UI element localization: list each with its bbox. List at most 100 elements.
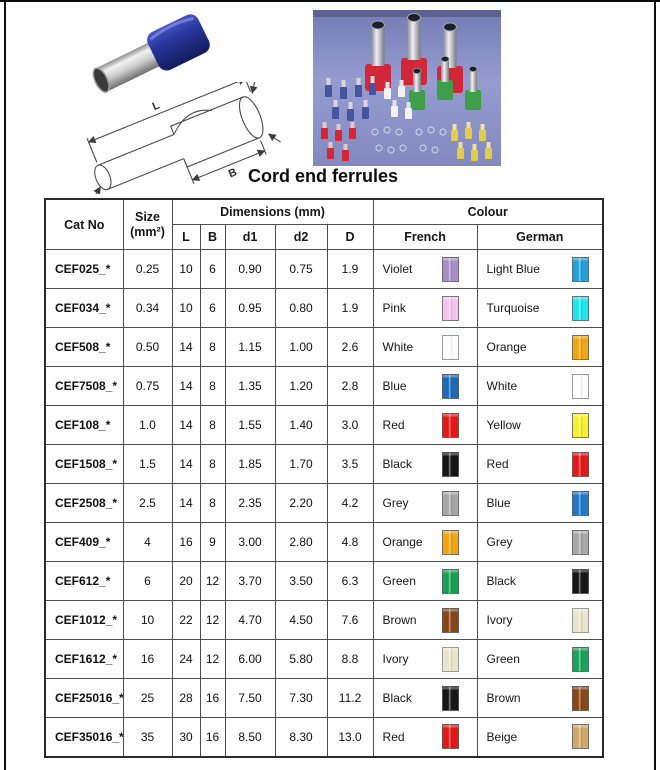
colour-swatch xyxy=(572,295,590,321)
cell-dim-d1: 0.90 xyxy=(224,249,276,289)
cell-dim-l: 22 xyxy=(171,600,201,640)
colour-label: Brown xyxy=(382,613,417,627)
cell-colour-german: Yellow xyxy=(476,405,604,445)
cell-dim-d: 11.2 xyxy=(326,678,374,718)
table-body: CEF025_* 0.25 10 6 0.90 0.75 1.9 Violet Light Bl… xyxy=(44,249,604,757)
cell-dim-b: 12 xyxy=(199,639,226,679)
cell-dim-b: 6 xyxy=(199,288,226,328)
ferrule-dimension-drawing: L D B d2 d1 xyxy=(86,82,281,194)
cell-dim-b: 12 xyxy=(199,600,226,640)
cell-dim-l: 14 xyxy=(171,483,201,523)
cell-colour-french: Orange xyxy=(372,522,478,562)
table-row: CEF1508_* 1.5 14 8 1.85 1.70 3.5 Black Red xyxy=(44,444,604,484)
cell-dim-b: 8 xyxy=(199,444,226,484)
colour-label: Green xyxy=(486,652,520,666)
cell-colour-german: Light Blue xyxy=(476,249,604,289)
cell-colour-german: Blue xyxy=(476,483,604,523)
colour-swatch xyxy=(441,607,459,633)
cell-colour-german: Grey xyxy=(476,522,604,562)
blue-ferrule-photo xyxy=(92,14,210,93)
table-row: CEF108_* 1.0 14 8 1.55 1.40 3.0 Red Yellow xyxy=(44,405,604,445)
cell-cat-no: CEF025_* xyxy=(44,249,124,289)
cell-dim-d: 3.0 xyxy=(326,405,374,445)
colour-swatch xyxy=(572,568,590,594)
cell-dim-d1: 1.35 xyxy=(224,366,276,406)
colour-swatch xyxy=(441,529,459,555)
cell-dim-d: 1.9 xyxy=(326,249,374,289)
colour-swatch xyxy=(441,724,459,750)
cell-dim-d1: 0.95 xyxy=(224,288,276,328)
cell-dim-d: 2.8 xyxy=(326,366,374,406)
header-dim-d2: d2 xyxy=(274,224,328,250)
cell-dim-d1: 6.00 xyxy=(224,639,276,679)
cell-dim-d2: 4.50 xyxy=(274,600,328,640)
colour-swatch xyxy=(441,295,459,321)
cell-dim-d1: 7.50 xyxy=(224,678,276,718)
header-dim-l: L xyxy=(171,224,201,250)
cell-size: 0.75 xyxy=(122,366,173,406)
cell-size: 10 xyxy=(122,600,173,640)
cell-colour-german: Ivory xyxy=(476,600,604,640)
cell-colour-french: Green xyxy=(372,561,478,601)
cell-colour-french: Black xyxy=(372,678,478,718)
page-border-left xyxy=(4,0,6,770)
assorted-ferrules-photo xyxy=(313,10,501,166)
cell-dim-l: 28 xyxy=(171,678,201,718)
cell-dim-l: 10 xyxy=(171,288,201,328)
colour-swatch xyxy=(441,451,459,477)
header-dim-d1: d1 xyxy=(224,224,276,250)
colour-label: Blue xyxy=(382,379,407,393)
cell-dim-d: 13.0 xyxy=(326,717,374,757)
cell-dim-d2: 3.50 xyxy=(274,561,328,601)
colour-label: Black xyxy=(486,574,516,588)
cell-size: 1.0 xyxy=(122,405,173,445)
ferrule-spec-table: Cat No Size (mm²) Dimensions (mm) Colour… xyxy=(44,198,605,758)
colour-label: Black xyxy=(382,457,412,471)
colour-label: Black xyxy=(382,691,412,705)
cell-dim-l: 10 xyxy=(171,249,201,289)
header-size: Size (mm²) xyxy=(122,198,173,250)
cell-dim-d: 4.2 xyxy=(326,483,374,523)
table-row: CEF508_* 0.50 14 8 1.15 1.00 2.6 White Orange xyxy=(44,327,604,367)
colour-swatch xyxy=(441,490,459,516)
colour-label: Light Blue xyxy=(486,262,540,276)
table-row: CEF2508_* 2.5 14 8 2.35 2.20 4.2 Grey Blue xyxy=(44,483,604,523)
table-row: CEF25016_* 25 28 16 7.50 7.30 11.2 Black Brown xyxy=(44,678,604,718)
cell-dim-b: 16 xyxy=(199,717,226,757)
page-border-top xyxy=(0,0,660,2)
cell-dim-b: 8 xyxy=(199,366,226,406)
cell-dim-l: 14 xyxy=(171,405,201,445)
cell-dim-d1: 8.50 xyxy=(224,717,276,757)
cell-colour-german: Turquoise xyxy=(476,288,604,328)
cell-cat-no: CEF508_* xyxy=(44,327,124,367)
colour-label: Blue xyxy=(486,496,511,510)
cell-dim-d2: 7.30 xyxy=(274,678,328,718)
colour-label: Violet xyxy=(382,262,413,276)
table-row: CEF409_* 4 16 9 3.00 2.80 4.8 Orange Grey xyxy=(44,522,604,562)
cell-dim-d: 1.9 xyxy=(326,288,374,328)
cell-dim-d: 2.6 xyxy=(326,327,374,367)
cell-dim-b: 12 xyxy=(199,561,226,601)
cell-size: 16 xyxy=(122,639,173,679)
cell-dim-d1: 3.70 xyxy=(224,561,276,601)
cell-colour-french: Red xyxy=(372,717,478,757)
colour-label: Red xyxy=(382,729,405,744)
cell-cat-no: CEF034_* xyxy=(44,288,124,328)
colour-swatch xyxy=(441,256,459,282)
cell-cat-no: CEF409_* xyxy=(44,522,124,562)
cell-dim-l: 14 xyxy=(171,444,201,484)
cell-cat-no: CEF1508_* xyxy=(44,444,124,484)
cell-dim-d2: 1.70 xyxy=(274,444,328,484)
table-row: CEF1612_* 16 24 12 6.00 5.80 8.8 Ivory Green xyxy=(44,639,604,679)
cell-dim-d2: 2.20 xyxy=(274,483,328,523)
page-border-right xyxy=(654,0,656,770)
cell-dim-d: 8.8 xyxy=(326,639,374,679)
cell-dim-d: 3.5 xyxy=(326,444,374,484)
cell-colour-french: Blue xyxy=(372,366,478,406)
cell-dim-d: 4.8 xyxy=(326,522,374,562)
colour-swatch xyxy=(572,724,590,750)
header-size-line2: (mm²) xyxy=(130,224,165,239)
cell-colour-german: Green xyxy=(476,639,604,679)
cell-size: 1.5 xyxy=(122,444,173,484)
cell-colour-german: Black xyxy=(476,561,604,601)
